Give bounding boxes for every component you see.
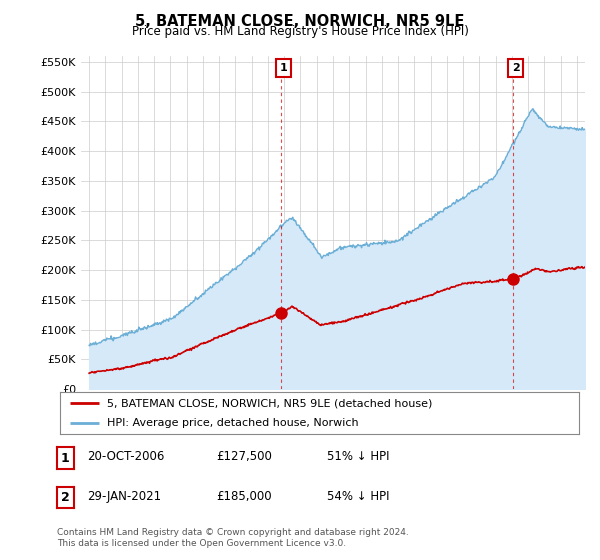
Text: HPI: Average price, detached house, Norwich: HPI: Average price, detached house, Norw… (107, 418, 358, 428)
Text: Price paid vs. HM Land Registry's House Price Index (HPI): Price paid vs. HM Land Registry's House … (131, 25, 469, 38)
Text: 54% ↓ HPI: 54% ↓ HPI (327, 489, 389, 503)
Text: Contains HM Land Registry data © Crown copyright and database right 2024.
This d: Contains HM Land Registry data © Crown c… (57, 528, 409, 548)
Text: 2: 2 (512, 63, 520, 73)
Text: 51% ↓ HPI: 51% ↓ HPI (327, 450, 389, 464)
Text: 29-JAN-2021: 29-JAN-2021 (87, 489, 161, 503)
Text: 5, BATEMAN CLOSE, NORWICH, NR5 9LE: 5, BATEMAN CLOSE, NORWICH, NR5 9LE (136, 14, 464, 29)
Text: 2: 2 (61, 491, 70, 504)
Text: 1: 1 (280, 63, 287, 73)
Text: £127,500: £127,500 (216, 450, 272, 464)
Text: 1: 1 (61, 451, 70, 465)
Text: 5, BATEMAN CLOSE, NORWICH, NR5 9LE (detached house): 5, BATEMAN CLOSE, NORWICH, NR5 9LE (deta… (107, 398, 432, 408)
Text: 20-OCT-2006: 20-OCT-2006 (87, 450, 164, 464)
Text: £185,000: £185,000 (216, 489, 272, 503)
